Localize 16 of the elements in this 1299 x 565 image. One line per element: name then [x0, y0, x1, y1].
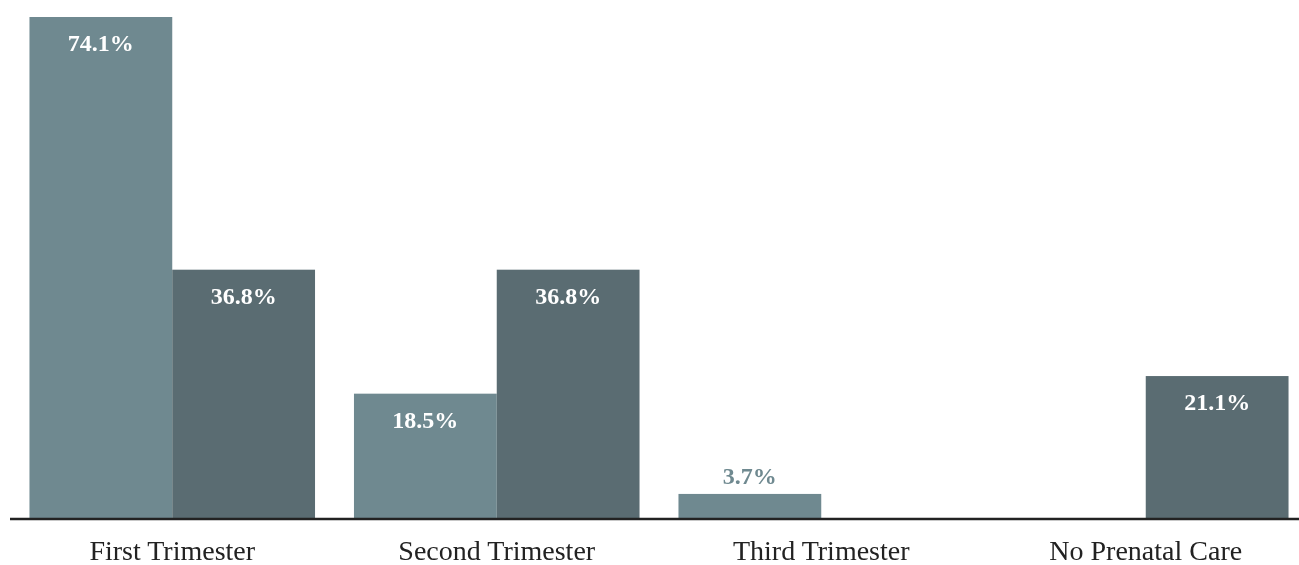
bar	[1145, 376, 1289, 519]
x-tick-label: No Prenatal Care	[1049, 535, 1243, 565]
data-label: 21.1%	[1184, 389, 1251, 416]
bar	[29, 17, 173, 519]
x-tick-label: First Trimester	[89, 535, 256, 565]
bar	[353, 393, 497, 519]
bar	[172, 269, 316, 519]
x-tick-label: Second Trimester	[398, 535, 596, 565]
data-label: 36.8%	[210, 282, 277, 309]
bar	[678, 493, 822, 519]
data-label: 74.1%	[67, 30, 134, 56]
data-label: 18.5%	[392, 406, 459, 433]
data-label: 36.8%	[535, 282, 602, 309]
bar	[496, 269, 640, 519]
x-tick-label: Third Trimester	[732, 535, 911, 565]
data-label: 3.7%	[722, 462, 777, 489]
